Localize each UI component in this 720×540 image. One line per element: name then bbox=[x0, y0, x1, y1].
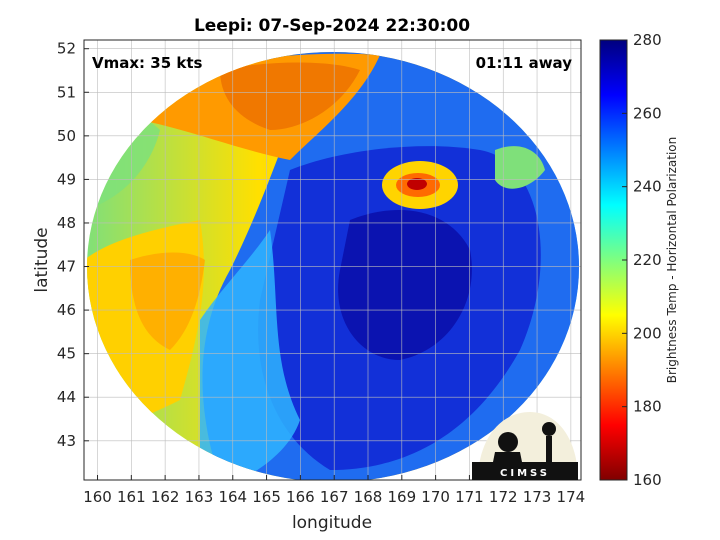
x-tick-label: 168 bbox=[354, 488, 383, 506]
colorbar-label: Brightness Temp - Horizontal Polarizatio… bbox=[665, 137, 679, 384]
y-tick-label: 47 bbox=[57, 258, 76, 276]
x-tick-label: 167 bbox=[320, 488, 349, 506]
colorbar-tick-label: 280 bbox=[633, 31, 662, 49]
y-tick-label: 50 bbox=[57, 127, 76, 145]
colorbar-ticks: 160 180 200 220 240 260 280 bbox=[622, 31, 662, 489]
vmax-annotation: Vmax: 35 kts bbox=[92, 54, 202, 72]
x-tick-label: 163 bbox=[185, 488, 214, 506]
y-axis-label: latitude bbox=[32, 227, 52, 292]
y-tick-label: 49 bbox=[57, 170, 76, 188]
cimss-logo: CIMSS bbox=[472, 412, 578, 480]
x-tick-label: 172 bbox=[489, 488, 518, 506]
brightness-field bbox=[87, 52, 579, 480]
x-tick-label: 169 bbox=[387, 488, 416, 506]
x-tick-label: 165 bbox=[252, 488, 281, 506]
colorbar-tick-label: 260 bbox=[633, 104, 662, 122]
chart-title: Leepi: 07-Sep-2024 22:30:00 bbox=[194, 16, 470, 36]
colorbar-tick-label: 200 bbox=[633, 324, 662, 342]
x-tick-label: 171 bbox=[455, 488, 484, 506]
y-tick-label: 52 bbox=[57, 40, 76, 58]
grid-lines bbox=[84, 40, 581, 480]
x-tick-label: 160 bbox=[83, 488, 112, 506]
y-tick-label: 44 bbox=[57, 388, 76, 406]
x-tick-label: 173 bbox=[523, 488, 552, 506]
time-away-annotation: 01:11 away bbox=[476, 54, 573, 72]
x-tick-label: 161 bbox=[117, 488, 146, 506]
colorbar-tick-label: 180 bbox=[633, 398, 662, 416]
y-tick-label: 46 bbox=[57, 301, 76, 319]
x-tick-label: 174 bbox=[557, 488, 586, 506]
x-axis-ticks: 160 161 162 163 164 165 166 167 168 169 170 171 172 1… bbox=[83, 475, 585, 506]
y-axis-ticks: 43 44 45 46 47 48 49 50 51 52 bbox=[57, 40, 89, 450]
y-tick-label: 51 bbox=[57, 83, 76, 101]
cimss-logo-text: CIMSS bbox=[500, 468, 550, 479]
x-tick-label: 170 bbox=[421, 488, 450, 506]
y-tick-label: 43 bbox=[57, 432, 76, 450]
y-tick-label: 48 bbox=[57, 214, 76, 232]
x-tick-label: 166 bbox=[286, 488, 315, 506]
x-tick-label: 162 bbox=[151, 488, 180, 506]
colorbar-tick-label: 160 bbox=[633, 471, 662, 489]
x-tick-label: 164 bbox=[218, 488, 247, 506]
x-axis-label: longitude bbox=[292, 513, 372, 533]
colorbar-tick-label: 240 bbox=[633, 178, 662, 196]
colorbar-tick-label: 220 bbox=[633, 251, 662, 269]
y-tick-label: 45 bbox=[57, 345, 76, 363]
